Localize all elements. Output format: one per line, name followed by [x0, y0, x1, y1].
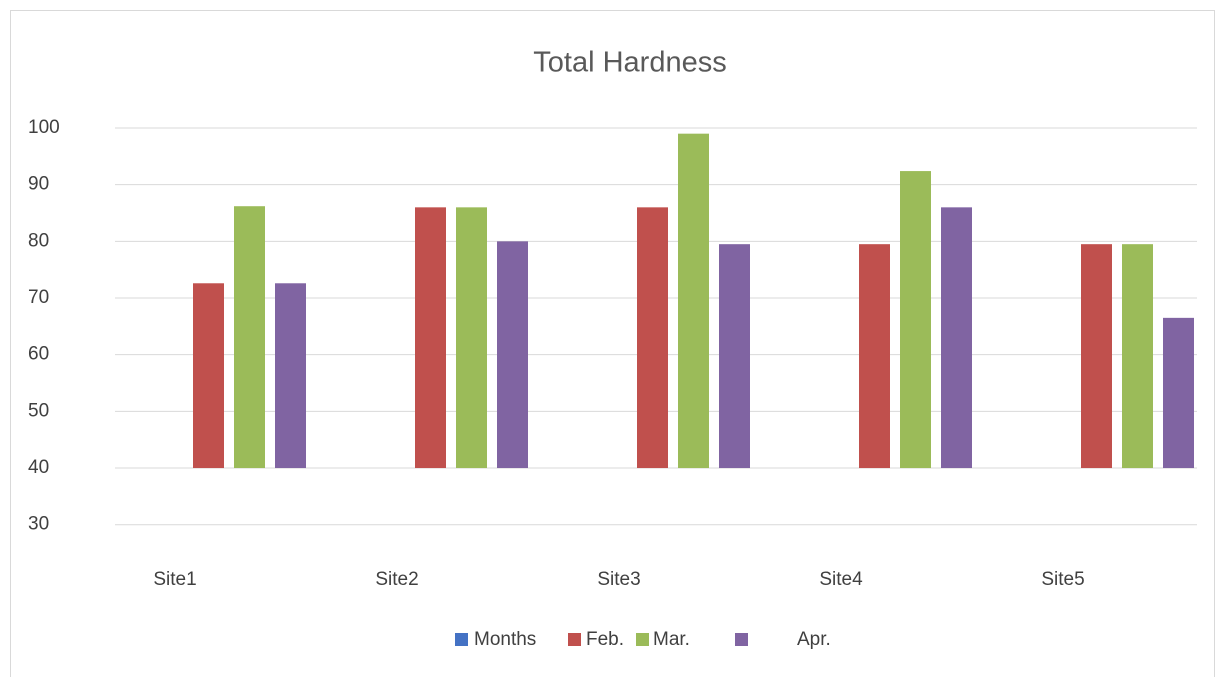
legend-label: Months — [474, 629, 536, 650]
x-tick-label: Site3 — [597, 569, 640, 590]
bar — [1081, 244, 1112, 469]
legend-label: Apr. — [797, 629, 831, 650]
bar — [1122, 244, 1153, 469]
y-tick-label: 30 — [28, 514, 49, 535]
legend-swatch — [636, 633, 649, 646]
bar — [859, 244, 890, 469]
legend-label: Feb. — [586, 629, 624, 650]
x-tick-label: Site4 — [819, 569, 863, 590]
y-tick-label: 50 — [28, 400, 49, 421]
x-tick-label: Site5 — [1041, 569, 1084, 590]
chart-title: Total Hardness — [533, 47, 726, 79]
bar — [234, 206, 265, 469]
legend-swatch — [455, 633, 468, 646]
y-tick-label: 80 — [28, 230, 49, 251]
bar — [1163, 317, 1194, 469]
legend-swatch — [568, 633, 581, 646]
bar — [719, 244, 750, 469]
y-tick-label: 100 — [28, 117, 60, 138]
bar — [275, 283, 306, 469]
bar — [900, 171, 931, 469]
bar — [497, 241, 528, 469]
bar — [637, 207, 668, 469]
bar — [415, 207, 446, 469]
bar — [456, 207, 487, 469]
y-tick-label: 70 — [28, 287, 49, 308]
legend-label: Mar. — [653, 629, 690, 650]
x-tick-label: Site2 — [375, 569, 418, 590]
y-tick-label: 90 — [28, 174, 49, 195]
y-tick-label: 40 — [28, 457, 49, 478]
bar — [193, 283, 224, 469]
legend-swatch — [735, 633, 748, 646]
y-tick-label: 60 — [28, 344, 49, 365]
bar — [678, 133, 709, 469]
bar — [941, 207, 972, 469]
x-tick-label: Site1 — [153, 569, 196, 590]
